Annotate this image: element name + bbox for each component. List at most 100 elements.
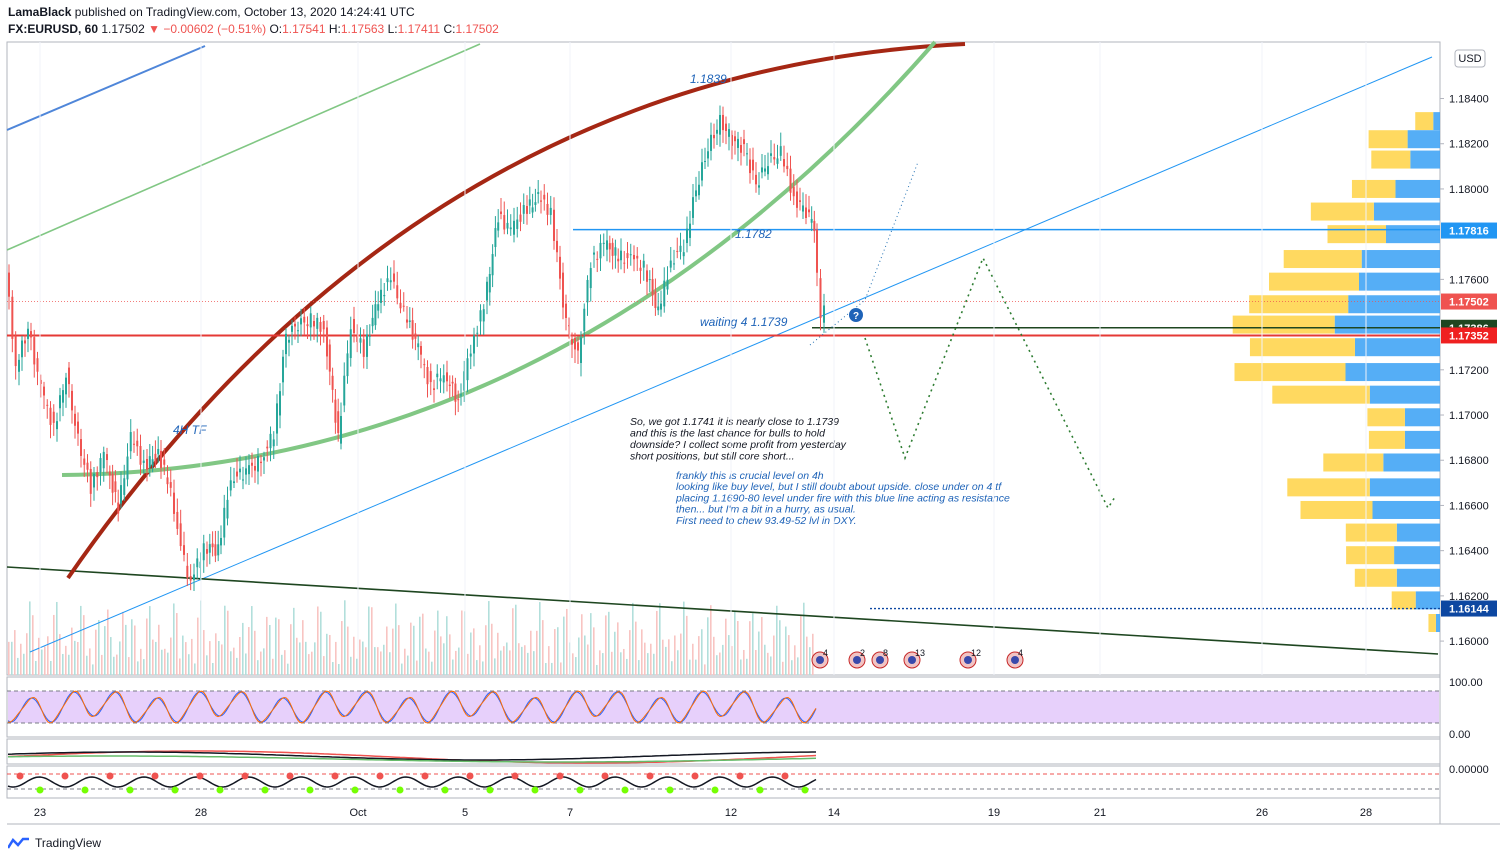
candle-body [543, 194, 546, 200]
candle-body [460, 394, 462, 396]
volume-bar [560, 662, 562, 675]
candle-body [633, 254, 635, 260]
volume-bar [680, 633, 682, 675]
volume-bar [8, 641, 10, 675]
vp-buy-bar [1287, 478, 1370, 497]
candle-body [577, 342, 579, 351]
time-tick-label: 26 [1256, 807, 1268, 819]
vp-sell-bar [1369, 478, 1440, 497]
volume-bar [104, 626, 106, 675]
vp-buy-bar [1346, 546, 1395, 565]
candle-body [139, 446, 142, 465]
volume-bar [764, 644, 766, 675]
volume-bar [659, 603, 661, 675]
candle-body [211, 543, 214, 548]
candle-body [583, 308, 586, 332]
price-tick-label: 1.17000 [1449, 410, 1489, 422]
volume-bar [344, 600, 346, 675]
candle-body [439, 378, 442, 382]
vp-sell-bar [1433, 112, 1440, 131]
author-name[interactable]: LamaBlack [8, 5, 72, 19]
symbol[interactable]: FX:EURUSD, 60 [8, 22, 99, 36]
candle-body [722, 114, 724, 131]
price-tick-label: 1.18400 [1449, 94, 1489, 106]
volume-bar [158, 624, 160, 675]
price-tag [1441, 600, 1497, 617]
volume-bar [806, 636, 808, 675]
volume-bar [653, 653, 655, 675]
candle-body [393, 273, 395, 282]
candle-body [479, 310, 482, 322]
volume-bar [116, 654, 118, 675]
volume-bar [50, 660, 52, 675]
vp-sell-bar [1345, 363, 1440, 382]
volume-bar [161, 649, 163, 675]
candle-body [399, 302, 402, 309]
candle-body [679, 245, 682, 252]
volume-bar [617, 622, 619, 675]
candle-body [108, 471, 111, 476]
candle-body [176, 511, 179, 529]
volume-bar [566, 608, 568, 675]
candle-body [682, 252, 685, 257]
price-tick-label: 1.17600 [1449, 274, 1489, 286]
volume-bar [299, 642, 301, 675]
volume-bar [596, 664, 598, 675]
volume-bar [431, 661, 433, 675]
green-channel-line [6, 43, 481, 251]
candle-body [133, 443, 135, 445]
volume-bar [206, 655, 208, 675]
volume-bar [746, 658, 748, 675]
volume-bar [803, 602, 805, 675]
volume-bar [29, 601, 31, 675]
candle-body [713, 134, 715, 139]
volume-bar [752, 613, 754, 675]
candle-body [482, 309, 485, 322]
osc-bottom-dot [261, 786, 269, 794]
osc-tick-label: 0.00000 [1449, 764, 1489, 776]
candle-body [294, 323, 296, 327]
volume-bar [209, 641, 211, 675]
volume-bar [224, 605, 226, 675]
osc-top-dot [601, 772, 609, 780]
candle-body [636, 255, 639, 259]
volume-bar [227, 610, 229, 675]
candle-body [319, 321, 322, 332]
volume-bar [32, 615, 34, 675]
volume-bar [164, 648, 166, 675]
vp-buy-bar [1249, 338, 1355, 357]
vp-buy-bar [1234, 363, 1346, 382]
currency-label: USD [1458, 53, 1481, 65]
candle-body [260, 461, 262, 464]
osc-bottom-dot [396, 786, 404, 794]
vp-buy-bar [1354, 568, 1397, 587]
volume-bar [575, 657, 577, 675]
volume-profile [1232, 112, 1440, 633]
volume-bar [140, 648, 142, 675]
candle-body [491, 254, 494, 276]
volume-bar [320, 611, 322, 675]
volume-bar [68, 654, 70, 675]
volume-bar [545, 663, 547, 675]
osc-line [7, 776, 817, 788]
candle-body [362, 339, 365, 357]
volume-bar [788, 635, 790, 675]
vp-sell-bar [1359, 272, 1440, 291]
vp-sell-bar [1404, 430, 1440, 449]
candle-body [513, 220, 515, 235]
open-label: O: [269, 22, 283, 36]
volume-bar [503, 646, 505, 675]
volume-bar [203, 630, 205, 675]
volume-bar [434, 630, 436, 675]
candle-body [120, 485, 122, 504]
volume-bar [620, 652, 622, 675]
candle-body [411, 320, 414, 340]
vp-buy-bar [1371, 150, 1411, 169]
dark-green-trendline [6, 566, 1439, 655]
event-badge-label: 4 [823, 648, 828, 658]
volume-bar [404, 648, 406, 675]
candle-body [454, 383, 457, 402]
candle-body [377, 304, 380, 311]
candle-body [337, 411, 340, 433]
